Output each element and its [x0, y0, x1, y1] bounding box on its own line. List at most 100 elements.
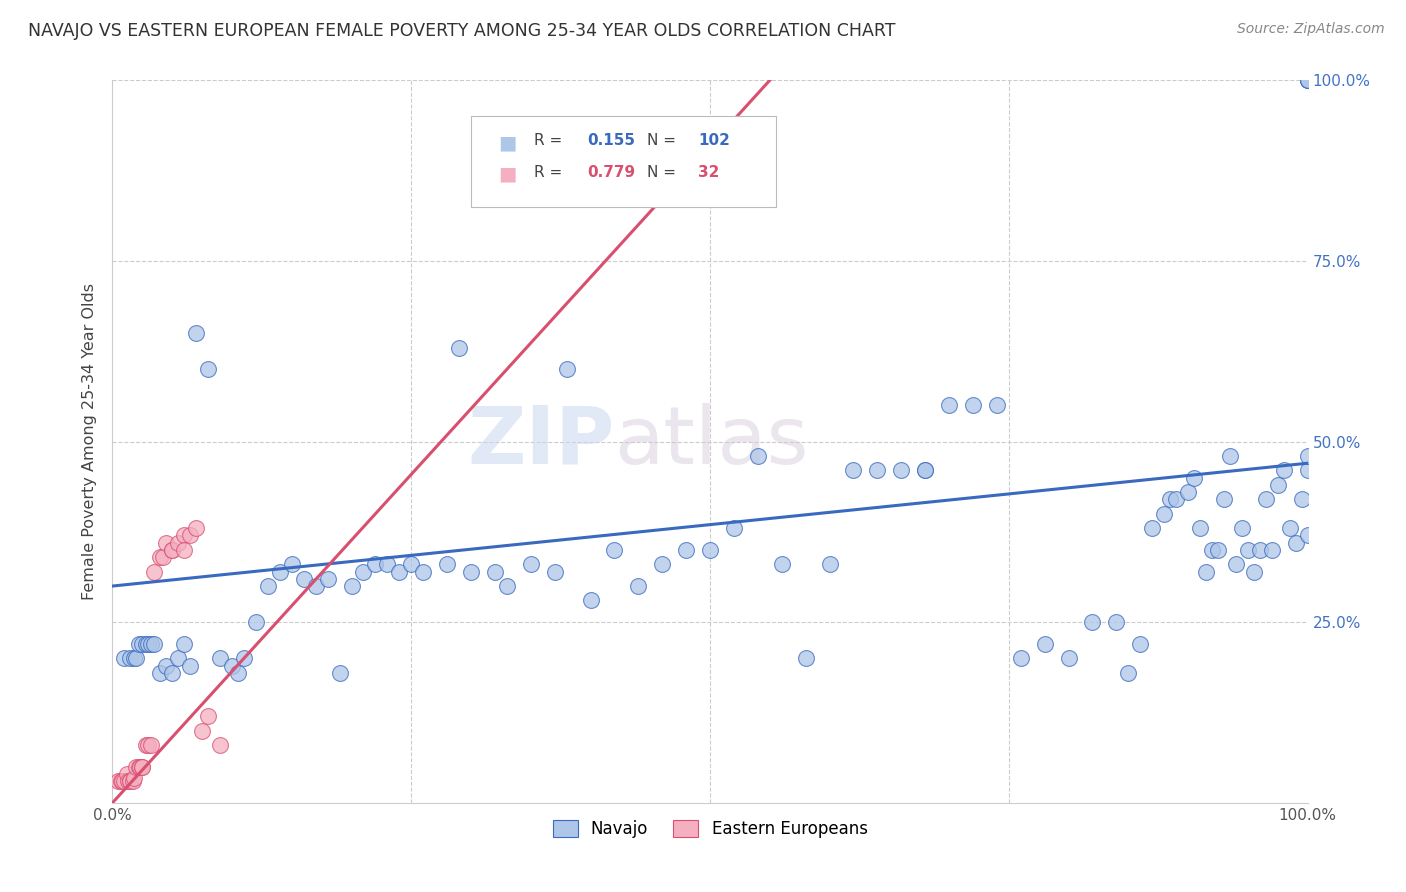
Point: [209, 738, 232, 752]
Point: [155, 535, 177, 549]
Point: [460, 565, 482, 579]
Text: 0.155: 0.155: [586, 133, 636, 148]
Point: [1243, 565, 1265, 579]
Point: [579, 593, 602, 607]
Legend: Navajo, Eastern Europeans: Navajo, Eastern Europeans: [546, 814, 875, 845]
Point: [186, 521, 208, 535]
Point: [842, 463, 865, 477]
Text: atlas: atlas: [614, 402, 808, 481]
Point: [122, 651, 145, 665]
Point: [114, 774, 135, 789]
FancyBboxPatch shape: [471, 117, 776, 207]
Point: [436, 558, 458, 572]
Point: [305, 579, 328, 593]
Point: [1033, 637, 1056, 651]
Point: [1225, 558, 1247, 572]
Point: [162, 542, 183, 557]
Point: [794, 651, 817, 665]
Text: 32: 32: [699, 165, 720, 180]
Point: [1296, 73, 1319, 87]
Point: [603, 542, 626, 557]
Point: [1129, 637, 1152, 651]
Point: [1118, 665, 1140, 680]
Point: [866, 463, 889, 477]
Point: [1195, 565, 1218, 579]
Point: [138, 738, 160, 752]
Point: [986, 398, 1008, 412]
Point: [179, 528, 201, 542]
Text: N =: N =: [647, 165, 676, 180]
Point: [173, 542, 195, 557]
Point: [555, 362, 578, 376]
Point: [120, 774, 142, 789]
Point: [143, 637, 166, 651]
Point: [135, 738, 157, 752]
Point: [233, 651, 256, 665]
Text: ■: ■: [499, 133, 517, 152]
Point: [449, 341, 471, 355]
Point: [1219, 449, 1241, 463]
Point: [1201, 542, 1223, 557]
Point: [770, 558, 793, 572]
Point: [111, 774, 134, 789]
Point: [191, 723, 214, 738]
Point: [1177, 485, 1199, 500]
Point: [197, 362, 219, 376]
Point: [1261, 542, 1284, 557]
Point: [340, 579, 363, 593]
Point: [114, 651, 135, 665]
Point: [121, 774, 143, 789]
Point: [1230, 521, 1253, 535]
Y-axis label: Female Poverty Among 25-34 Year Olds: Female Poverty Among 25-34 Year Olds: [82, 283, 97, 600]
Point: [1254, 492, 1277, 507]
Point: [1166, 492, 1188, 507]
Point: [388, 565, 411, 579]
Point: [914, 463, 936, 477]
Point: [962, 398, 984, 412]
Point: [353, 565, 375, 579]
Point: [143, 565, 166, 579]
Point: [149, 550, 172, 565]
Point: [226, 665, 249, 680]
Text: 0.779: 0.779: [586, 165, 636, 180]
Text: R =: R =: [534, 133, 562, 148]
Point: [221, 658, 243, 673]
Point: [131, 760, 153, 774]
Point: [155, 658, 177, 673]
Point: [125, 651, 148, 665]
Point: [377, 558, 399, 572]
Point: [167, 535, 190, 549]
Point: [1285, 535, 1308, 549]
Point: [138, 637, 160, 651]
Point: [1153, 507, 1175, 521]
Point: [914, 463, 936, 477]
Point: [329, 665, 352, 680]
Point: [401, 558, 423, 572]
Point: [139, 738, 162, 752]
Point: [1291, 492, 1313, 507]
Point: [1296, 73, 1319, 87]
Point: [890, 463, 912, 477]
Point: [543, 565, 565, 579]
Text: Source: ZipAtlas.com: Source: ZipAtlas.com: [1237, 22, 1385, 37]
Point: [149, 665, 172, 680]
Point: [117, 774, 139, 789]
Point: [128, 637, 150, 651]
Point: [1010, 651, 1032, 665]
Point: [1237, 542, 1260, 557]
Point: [1105, 615, 1128, 630]
Point: [269, 565, 291, 579]
Point: [818, 558, 841, 572]
Point: [173, 528, 195, 542]
Point: [699, 542, 721, 557]
Point: [675, 542, 697, 557]
Point: [197, 709, 219, 723]
Point: [120, 651, 142, 665]
Point: [627, 579, 650, 593]
Point: [520, 558, 543, 572]
Point: [723, 521, 745, 535]
Point: [120, 774, 142, 789]
Point: [129, 760, 152, 774]
Point: [747, 449, 769, 463]
Point: [167, 651, 190, 665]
